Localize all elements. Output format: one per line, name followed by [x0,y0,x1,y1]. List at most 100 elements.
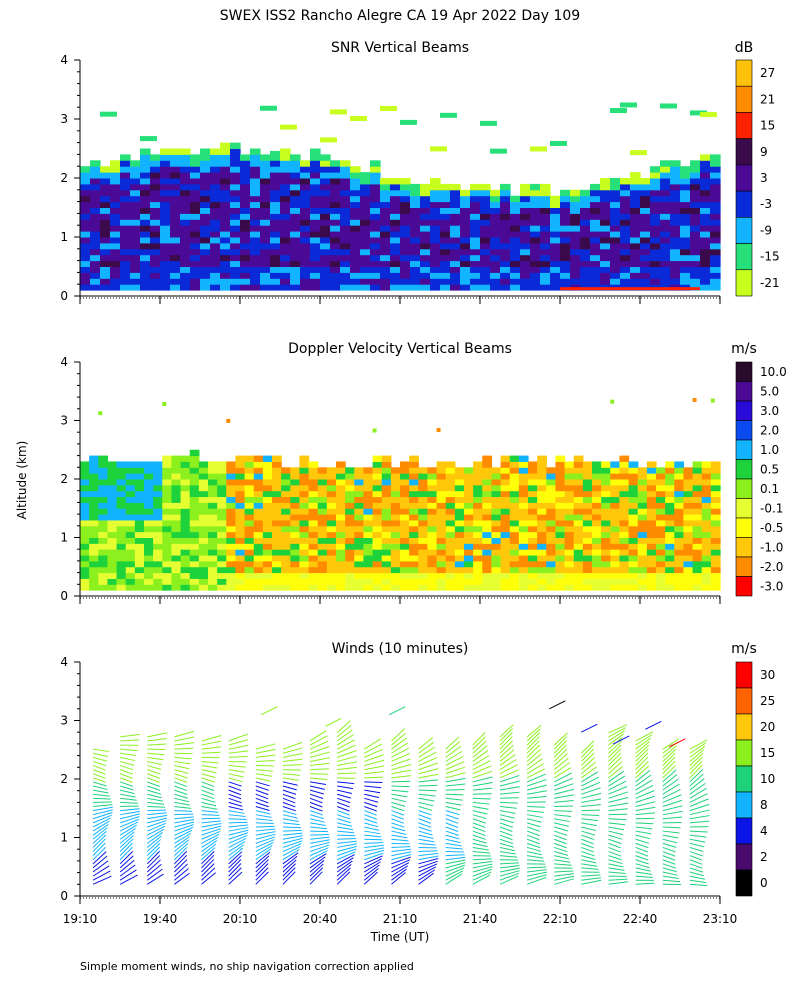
wind-barb [228,739,249,746]
snr-cell [440,207,451,214]
wind-barb [608,878,628,881]
wind-barb [608,871,626,874]
snr-cell [490,278,501,285]
doppler-cell [518,555,529,562]
doppler-cell [546,467,557,474]
wind-barb [364,847,385,853]
snr-cell [310,195,321,203]
doppler-cell [336,508,346,515]
snr-cell [460,231,471,238]
snr-cell [150,231,161,238]
wind-barb [391,865,408,877]
snr-cell [370,254,381,262]
wind-barb [174,773,188,779]
doppler-cell [253,496,264,503]
doppler-cell [116,484,127,492]
wind-barb [282,859,297,873]
doppler-cell [189,473,200,480]
snr-cell [140,195,151,203]
wind-barb [499,862,520,865]
snr-cell [450,201,461,208]
doppler-cell [317,566,328,574]
wind-barb [445,745,462,758]
snr-cell [500,219,511,226]
doppler-cell [518,519,529,527]
snr-cell [560,260,571,267]
wind-barb [391,775,412,779]
doppler-cell [500,508,511,515]
snr-cell [80,183,91,191]
wind-barb [608,786,628,795]
doppler-cell [637,566,648,574]
snr-cell [230,154,241,161]
snr-cell [520,231,531,238]
wind-barb [174,824,194,832]
snr-cell [480,225,491,232]
snr-panel-title: SNR Vertical Beams [331,40,469,56]
doppler-sparse-echo [162,402,167,407]
wind-barb [174,756,192,760]
wind-barb [174,736,195,742]
doppler-cell [592,467,602,474]
doppler-cell [235,525,246,533]
doppler-cell [281,578,291,585]
doppler-cell [198,566,209,574]
snr-cell [440,189,451,197]
doppler-cell [656,537,666,544]
wind-barb [526,773,546,783]
wind-barb [554,855,570,860]
doppler-cell [619,572,630,579]
doppler-cell [198,479,209,486]
wind-barb [472,826,486,833]
doppler-cell [427,473,438,480]
doppler-cell [454,543,465,550]
doppler-cell [482,514,493,521]
doppler-cell [217,479,227,486]
snr-cell [440,266,451,273]
snr-cell [230,160,241,167]
doppler-cell [326,502,337,509]
doppler-cell [564,514,575,521]
snr-cell [680,260,691,267]
snr-cell [530,237,541,244]
doppler-cell [683,537,694,544]
doppler-cell [646,584,657,591]
doppler-cell [610,566,621,574]
doppler-cell [299,490,310,498]
doppler-cell [400,519,410,527]
doppler-cell [272,479,282,486]
wind-barb [364,789,381,794]
doppler-cell [208,531,218,538]
snr-cell [430,266,441,273]
doppler-cell [665,572,675,579]
doppler-cell [308,514,319,521]
wind-barb [201,867,216,881]
doppler-cell [125,555,136,562]
snr-cell [190,207,201,214]
wind-barb [255,822,274,825]
snr-cell [440,231,451,238]
doppler-cell [454,560,465,568]
doppler-cell [592,555,602,562]
snr-cell [290,219,301,226]
doppler-cell [363,555,374,562]
wind-barb [662,838,678,844]
doppler-cell [134,490,145,498]
wind-barb [554,783,574,791]
footer-note: Simple moment winds, no ship navigation … [80,960,414,973]
doppler-cell [116,572,127,579]
snr-cell [520,213,531,220]
doppler-cell [436,496,447,503]
doppler-cell [646,467,657,474]
doppler-cell [98,537,109,544]
snr-cell [140,178,151,185]
wind-barb [201,785,215,792]
doppler-cell [610,531,621,538]
doppler-cell [144,525,154,533]
snr-cell [90,248,101,256]
snr-cell [130,189,141,197]
doppler-cell [317,490,328,498]
wind-barb-upper [549,700,566,710]
colorbar-swatch [735,164,753,192]
wind-barb [364,759,385,767]
